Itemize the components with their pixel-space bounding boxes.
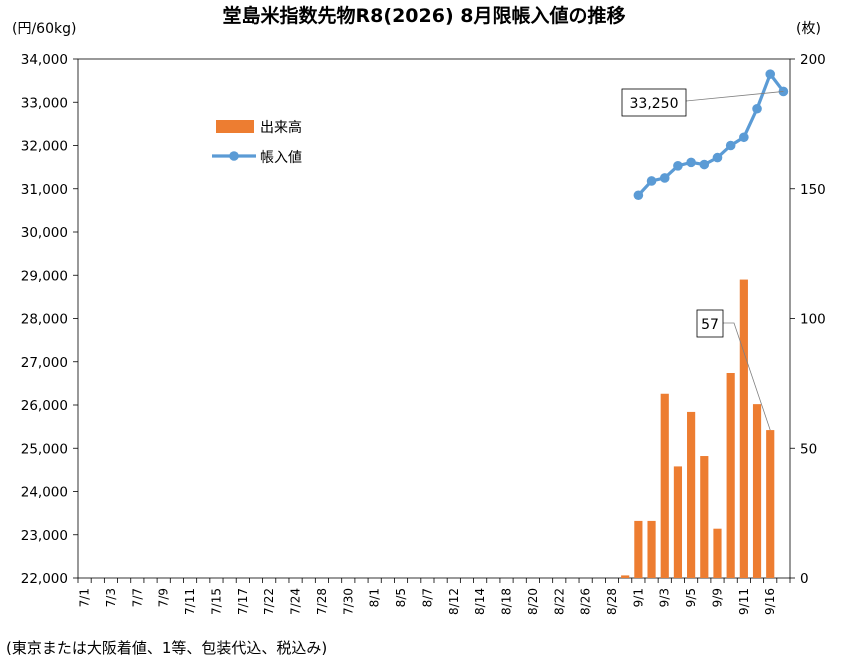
y-right-tick-label: 0 [800,571,809,587]
y-right-tick-label: 50 [800,441,817,457]
x-tick-label: 7/28 [315,588,329,615]
x-tick-label: 8/5 [394,588,408,607]
volume-bar [752,404,762,578]
x-tick-label: 7/9 [157,588,171,607]
y-left-tick-label: 34,000 [21,52,68,68]
volume-bar [621,575,630,578]
x-tick-label: 9/11 [737,588,751,615]
settlement-point [725,140,736,151]
volume-bar [713,528,722,578]
y-left-tick-label: 25,000 [21,441,68,457]
y-right-unit-label: (枚) [796,21,821,37]
y-left-unit-label: (円/60kg) [12,21,76,37]
volume-bar [726,372,735,578]
volume-bar [660,393,669,578]
x-tick-label: 8/28 [605,588,619,615]
callout-box-settlement [621,88,687,117]
x-tick-label: 7/17 [236,588,250,615]
y-left-tick-label: 32,000 [21,139,68,155]
y-right-tick-label: 150 [800,182,826,198]
legend-label-settlement: 帳入値 [260,150,302,166]
volume-bar [634,520,643,578]
volume-bar [647,520,656,578]
settlement-line [633,69,789,201]
settlement-point [752,103,762,114]
x-tick-label: 8/7 [420,588,434,607]
x-tick-label: 8/12 [447,588,461,615]
x-tick-label: 7/30 [341,588,355,615]
callout-box-volume [696,309,724,338]
y-left-tick-label: 24,000 [21,485,68,501]
y-right-tick-label: 100 [800,312,826,328]
x-tick-label: 9/1 [631,588,645,607]
x-tick-label: 8/26 [579,588,593,615]
volume-bar [739,279,748,578]
settlement-point [712,152,723,163]
settlement-point [659,173,670,183]
settlement-point [739,132,749,143]
y-left-tick-label: 31,000 [21,182,68,198]
x-tick-label: 7/15 [209,588,223,615]
callouts: 33,250 57 [621,88,784,431]
settlement-point [686,157,696,168]
settlement-point [765,69,776,79]
x-tick-label: 8/20 [526,588,540,615]
volume-bar [766,430,775,578]
x-tick-label: 7/1 [78,588,92,607]
y-left-tick-label: 28,000 [21,312,68,328]
legend-swatch-settlement-marker [229,151,239,161]
footnote: (東京または大阪着値、1等、包装代込、税込み) [6,639,327,657]
settlement-point [633,190,644,201]
x-tick-label: 7/11 [183,588,197,615]
legend-label-volume: 出来高 [260,119,302,136]
callout-text-settlement: 33,250 [630,96,679,112]
x-tick-label: 8/14 [473,588,487,615]
x-tick-label: 8/22 [552,588,566,615]
chart-title: 堂島米指数先物R8(2026) 8月限帳入値の推移 [223,4,626,27]
settlement-point [673,161,683,171]
volume-bar [687,411,696,578]
x-tick-label: 9/5 [684,588,698,607]
callout-text-volume: 57 [701,317,719,333]
x-tick-label: 9/3 [658,588,672,607]
legend-swatch-volume [216,120,254,133]
callout-leader-volume [723,322,771,431]
x-tick-label: 7/7 [130,588,144,607]
y-left-tick-label: 26,000 [21,398,68,414]
volume-bar [673,466,683,578]
volume-bar [700,456,709,578]
volume-bars [621,279,775,578]
y-left-tick-label: 33,000 [21,95,68,111]
x-tick-label: 8/18 [500,588,514,615]
y-left-tick-label: 30,000 [21,225,68,241]
y-left-tick-label: 27,000 [21,355,68,371]
x-tick-label: 7/24 [289,588,303,615]
settlement-point [699,159,710,170]
x-tick-label: 7/22 [262,588,276,615]
y-left-tick-label: 22,000 [21,571,68,587]
x-tick-label: 9/16 [763,588,777,615]
y-right-tick-label: 200 [800,52,826,68]
y-left-tick-label: 23,000 [21,528,68,544]
x-tick-label: 9/9 [710,588,724,607]
settlement-point [646,176,657,186]
callout-leader-settlement [685,91,784,102]
x-tick-label: 8/1 [368,588,382,607]
x-tick-label: 7/3 [104,588,118,607]
axes: 22,000 23,000 24,000 25,000 26,000 27,000 28,0… [21,52,826,615]
y-left-tick-label: 29,000 [21,268,68,284]
plot-area-frame [77,58,791,579]
